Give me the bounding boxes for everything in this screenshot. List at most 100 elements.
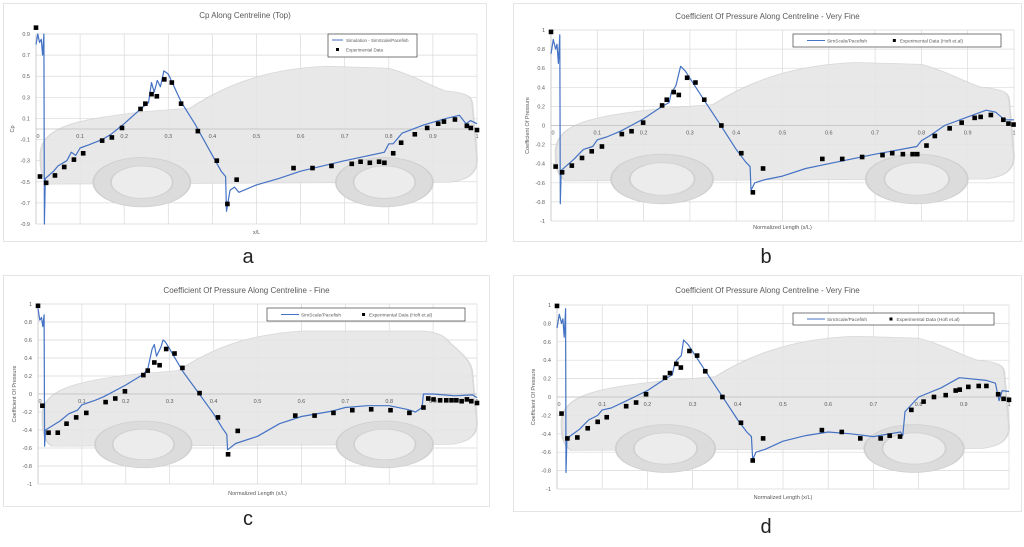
y-tick-label: 0.4 (543, 358, 551, 364)
y-tick-label: -1 (540, 219, 545, 225)
x-tick-label: 0.7 (871, 131, 879, 137)
experimental-data-point (112, 396, 118, 401)
x-tick-label: 0.3 (166, 399, 174, 405)
experimental-data-point (623, 403, 629, 409)
legend-label-experimental: Experimental Data (346, 48, 384, 53)
x-tick-label: 0.9 (960, 402, 968, 408)
legend-label-simulation: Simulation - SimScale/Pacefish (346, 38, 409, 43)
experimental-data-point (976, 383, 982, 389)
experimental-data-point (559, 169, 565, 175)
experimental-data-point (367, 160, 373, 166)
experimental-data-point (83, 410, 89, 416)
experimental-data-point (449, 398, 454, 403)
experimental-data-point (234, 177, 239, 182)
experimental-data-point (154, 93, 160, 99)
x-tick-label: 0.8 (385, 134, 393, 140)
simulation-line (37, 308, 478, 451)
wheel-rim (353, 428, 417, 461)
experimental-data-point (43, 180, 49, 186)
experimental-data-point (932, 133, 938, 139)
experimental-data-point (163, 346, 169, 352)
experimental-data-point (595, 419, 600, 425)
experimental-data-point (464, 123, 470, 129)
experimental-data-point (214, 158, 220, 163)
experimental-data-point (291, 165, 296, 171)
x-tick-label: 0.5 (779, 402, 787, 408)
experimental-data-point (464, 397, 470, 402)
experimental-data-point (122, 389, 128, 394)
chart-panel-c: 1 0.8 0.6 0.4 0.2 0 -0.2 -0.4 -0.6 -0.8 -1 0 0.1 0.2 0… (3, 275, 490, 507)
car-silhouette (560, 335, 1010, 473)
y-tick-label: 0.9 (22, 32, 30, 38)
x-axis-label: x/L (253, 230, 260, 236)
y-tick-label: 0.6 (543, 340, 551, 346)
x-tick-label: 0.3 (689, 402, 697, 408)
experimental-data-point (676, 92, 682, 98)
y-tick-label: 1 (548, 303, 551, 309)
experimental-data-point (750, 458, 756, 463)
experimental-data-point (225, 201, 230, 207)
experimental-data-point (46, 430, 51, 435)
experimental-data-point (1011, 122, 1016, 127)
y-tick-label: -0.2 (542, 413, 551, 419)
x-tick-label: 0.2 (120, 134, 128, 140)
y-tick-label: -0.6 (542, 450, 551, 456)
experimental-data-point (52, 173, 58, 178)
experimental-data-point (412, 131, 418, 137)
experimental-data-point (178, 101, 184, 106)
x-tick-label: 0 (38, 399, 41, 405)
experimental-data-point (889, 150, 895, 156)
experimental-data-point (959, 120, 964, 125)
x-axis-label: Normalized Length (x/L) (754, 495, 813, 501)
experimental-data-point (554, 303, 560, 309)
experimental-data-point (701, 97, 707, 103)
experimental-data-point (575, 435, 580, 440)
legend-box (792, 33, 1002, 48)
experimental-data-point (425, 396, 431, 401)
experimental-data-point (694, 353, 700, 358)
y-tick-label: -1 (27, 482, 32, 488)
experimental-data-point (103, 399, 108, 405)
experimental-data-point (331, 410, 336, 416)
x-tick-label: 0.3 (164, 134, 172, 140)
experimental-data-point (671, 89, 676, 95)
experimental-data-point (585, 425, 591, 431)
chart-svg: 1 0.8 0.6 0.4 0.2 0 -0.2 -0.4 -0.6 -0.8 -1 0 0.1 0.2 0… (531, 286, 1012, 501)
experimental-data-point (720, 394, 725, 400)
experimental-data-point (820, 156, 825, 162)
experimental-data-point (358, 159, 363, 165)
x-tick-label: 1 (1007, 402, 1010, 408)
y-tick-label: 0.7 (22, 53, 30, 59)
experimental-data-point (390, 150, 396, 156)
experimental-data-point (953, 388, 958, 393)
legend-marker-swatch (362, 313, 366, 316)
chart-title: Cp Along Centreline (Top) (199, 11, 291, 20)
experimental-data-point (468, 398, 474, 404)
x-tick-label: 0.8 (915, 402, 923, 408)
x-tick-label: 0.3 (686, 131, 694, 137)
experimental-data-point (368, 407, 374, 412)
experimental-data-point (119, 125, 125, 131)
legend-marker-swatch (336, 48, 339, 51)
legend-box (266, 307, 466, 322)
experimental-data-point (61, 164, 67, 170)
experimental-data-point (143, 101, 148, 106)
car-body (41, 330, 478, 447)
experimental-data-point (900, 151, 906, 157)
experimental-data-point (719, 123, 724, 128)
experimental-data-point (995, 391, 1001, 397)
experimental-data-point (643, 391, 649, 397)
experimental-data-point (180, 365, 185, 371)
experimental-data-point (559, 411, 564, 416)
experimental-data-point (633, 400, 639, 405)
experimental-data-point (1001, 117, 1006, 123)
y-tick-label: -0.6 (536, 181, 545, 187)
x-tick-label: 0.7 (341, 399, 349, 405)
y-tick-label: 0.5 (22, 74, 30, 80)
experimental-data-point (678, 365, 684, 370)
experimental-data-point (921, 399, 926, 404)
legend-label-experimental: Experimental Data (Hoft et.al) (369, 312, 433, 318)
experimental-data-point (887, 433, 892, 438)
y-tick-label: 0.2 (543, 377, 551, 383)
experimental-data-point (71, 157, 77, 162)
